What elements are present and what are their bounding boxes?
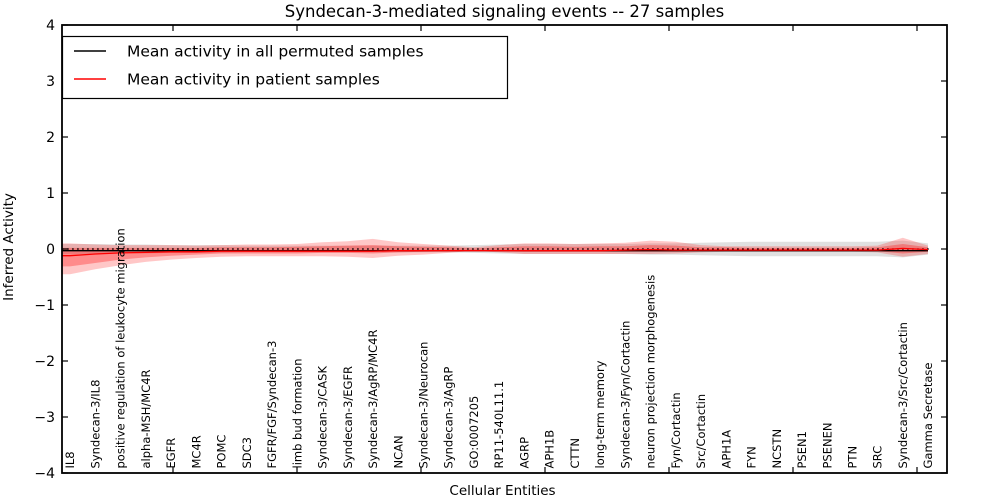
x-category-label: Syndecan-3/AgRP/MC4R [366,329,380,468]
chart-title: Syndecan-3-mediated signaling events -- … [285,2,724,21]
x-category-label: PSEN1 [795,431,809,468]
plot-area [62,25,947,473]
y-tick-label: 4 [46,18,55,34]
x-category-label: POMC [215,435,229,469]
x-category-label: positive regulation of leukocyte migrati… [114,228,128,468]
x-category-label: Fyn/Cortactin [669,392,683,468]
x-category-label: RP11-540L11.1 [492,381,506,469]
x-category-label: limb bud formation [290,359,304,469]
y-axis-label: Inferred Activity [1,193,17,301]
x-category-label: APH1B [543,430,557,469]
x-category-label: Syndecan-3/IL8 [88,380,102,469]
x-category-label: AGRP [517,437,531,469]
patient-samples-outer-spread-band [62,237,928,275]
x-category-label: alpha-MSH/MC4R [139,369,153,468]
x-category-label: Syndecan-3/Fyn/Cortactin [618,321,632,469]
x-category-label: PTN [846,446,860,469]
x-category-label: Syndecan-3/EGFR [341,366,355,469]
x-category-label: NCAN [391,435,405,468]
y-tick-label: −3 [34,410,55,426]
x-category-label: IL8 [63,451,77,468]
patient-mean-line [62,247,929,257]
x-category-label: PSENEN [820,423,834,469]
x-category-label: SRC [871,446,885,469]
x-axis-label: Cellular Entities [449,483,555,499]
x-category-label: long-term memory [593,360,607,468]
x-category-label: SDC3 [240,437,254,469]
x-category-label: APH1A [719,430,733,469]
y-tick-label: 0 [46,242,55,258]
legend-label-patient: Mean activity in patient samples [127,71,380,89]
legend-label-permuted: Mean activity in all permuted samples [127,43,424,61]
x-category-label: NCSTN [770,429,784,469]
x-category-label: GO:0007205 [467,396,481,469]
x-category-label: Syndecan-3/Neurocan [417,342,431,469]
x-category-label: neuron projection morphogenesis [644,275,658,469]
x-category-label: Gamma Secretase [921,363,935,469]
legend-box [61,35,509,100]
y-tick-label: −4 [34,466,55,482]
x-category-label: FYN [745,446,759,468]
x-category-label: Src/Cortactin [694,394,708,469]
x-category-label: Syndecan-3/AgRP [442,367,456,469]
y-tick-label: 3 [46,74,55,90]
x-category-label: MC4R [189,435,203,468]
y-tick-label: 1 [46,186,55,202]
permuted-samples-spread-band [62,240,928,258]
x-category-label: EGFR [164,438,178,469]
x-category-label: FGFR/FGF/Syndecan-3 [265,341,279,469]
x-category-label: Syndecan-3/CASK [316,366,330,469]
y-tick-label: −1 [34,298,55,314]
y-tick-label: −2 [34,354,55,370]
y-tick-label: 2 [46,130,55,146]
x-category-label: Syndecan-3/Src/Cortactin [896,322,910,468]
x-category-label: CTTN [568,438,582,468]
